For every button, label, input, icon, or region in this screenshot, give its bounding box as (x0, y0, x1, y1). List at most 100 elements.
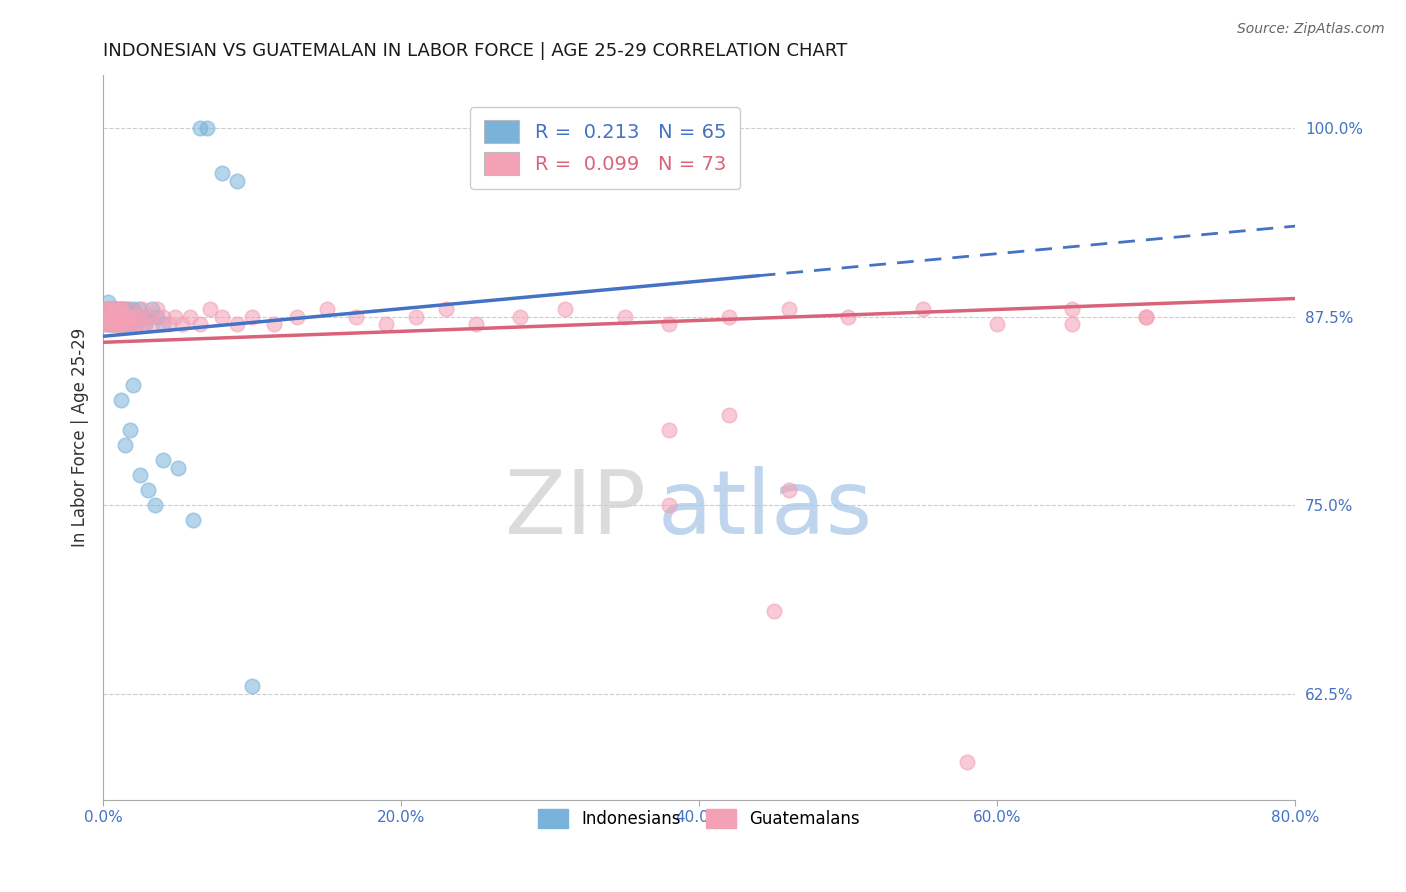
Point (98, 317, 121, 331)
Point (181, 513, 204, 527)
Text: INDONESIAN VS GUATEMALAN IN LABOR FORCE | AGE 25-29 CORRELATION CHART: INDONESIAN VS GUATEMALAN IN LABOR FORCE … (103, 42, 848, 60)
Point (104, 310, 127, 324)
Point (125, 317, 148, 331)
Text: atlas: atlas (658, 467, 873, 553)
Point (554, 302, 576, 317)
Point (956, 755, 979, 769)
Point (128, 302, 150, 317)
Point (1060, 317, 1083, 331)
Point (141, 317, 163, 331)
Point (97, 294, 120, 309)
Point (98, 310, 121, 324)
Point (103, 302, 125, 317)
Point (240, 310, 263, 324)
Point (134, 317, 156, 331)
Point (136, 310, 159, 324)
Point (226, 317, 249, 331)
Point (114, 302, 136, 317)
Point (105, 310, 128, 324)
Point (110, 302, 132, 317)
Point (152, 453, 174, 467)
Point (101, 310, 124, 324)
Point (658, 317, 681, 331)
Point (115, 310, 138, 324)
Point (405, 310, 427, 324)
Point (613, 310, 636, 324)
Point (118, 310, 141, 324)
Point (1135, 310, 1157, 324)
Point (104, 302, 127, 317)
Point (778, 302, 800, 317)
Point (211, 166, 233, 180)
Point (717, 310, 740, 324)
Point (136, 310, 159, 324)
Point (717, 408, 740, 422)
Point (101, 310, 124, 324)
Point (112, 317, 135, 331)
Point (107, 317, 129, 331)
Point (122, 302, 145, 317)
Point (104, 317, 127, 331)
Point (103, 310, 125, 324)
Point (346, 310, 368, 324)
Point (464, 317, 486, 331)
Point (107, 302, 129, 317)
Point (658, 498, 681, 512)
Point (226, 174, 249, 188)
Point (509, 310, 531, 324)
Point (108, 310, 131, 324)
Point (911, 302, 934, 317)
Point (188, 121, 211, 136)
Point (100, 302, 122, 317)
Point (112, 310, 135, 324)
Point (107, 310, 129, 324)
Point (124, 310, 146, 324)
Point (97, 310, 120, 324)
Point (105, 317, 128, 331)
Point (110, 392, 132, 407)
Point (120, 317, 142, 331)
Point (122, 310, 145, 324)
Point (125, 317, 148, 331)
Point (108, 317, 131, 331)
Point (157, 317, 180, 331)
Point (285, 310, 308, 324)
Point (103, 317, 125, 331)
Point (240, 679, 263, 693)
Point (136, 483, 159, 498)
Point (93, 310, 115, 324)
Point (114, 317, 136, 331)
Point (152, 310, 174, 324)
Point (131, 310, 153, 324)
Point (118, 423, 141, 437)
Point (134, 317, 156, 331)
Point (263, 317, 285, 331)
Point (103, 302, 125, 317)
Point (146, 302, 169, 317)
Point (100, 317, 122, 331)
Point (146, 310, 169, 324)
Point (188, 317, 211, 331)
Point (114, 317, 136, 331)
Point (141, 302, 163, 317)
Point (117, 317, 139, 331)
Point (122, 377, 145, 392)
Point (434, 302, 457, 317)
Text: Source: ZipAtlas.com: Source: ZipAtlas.com (1237, 22, 1385, 37)
Point (1060, 302, 1083, 317)
Point (179, 310, 201, 324)
Point (104, 302, 127, 317)
Point (111, 317, 134, 331)
Point (110, 317, 132, 331)
Point (101, 317, 124, 331)
Point (105, 302, 128, 317)
Point (1135, 310, 1157, 324)
Point (101, 317, 124, 331)
Point (98, 317, 121, 331)
Point (200, 302, 222, 317)
Point (98, 302, 121, 317)
Point (115, 310, 138, 324)
Point (986, 317, 1008, 331)
Point (117, 302, 139, 317)
Point (315, 302, 337, 317)
